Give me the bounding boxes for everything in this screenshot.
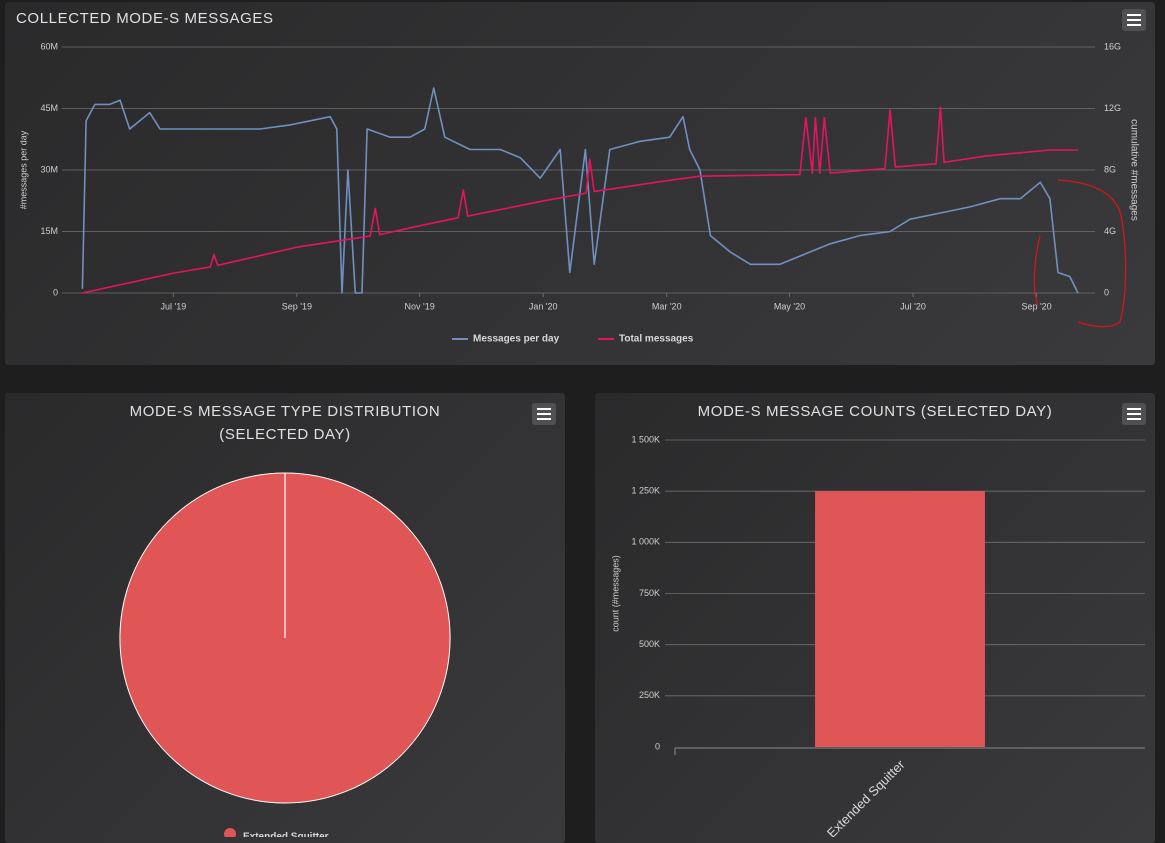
y-tick-label: 1 250K xyxy=(631,486,660,496)
x-tick-label: Jan '20 xyxy=(529,301,558,311)
x-tick-label: Nov '19 xyxy=(405,301,435,311)
series-line xyxy=(82,106,1078,294)
y-tick-label: 750K xyxy=(639,588,660,598)
y-tick-label: 15M xyxy=(40,226,58,236)
legend-label: Extended Squitter xyxy=(243,832,329,837)
y2-tick-label: 0 xyxy=(1104,287,1109,297)
y-tick-label: 0 xyxy=(655,741,660,751)
y-tick-label: 1 000K xyxy=(631,537,660,547)
legend-symbol xyxy=(224,828,236,837)
y2-tick-label: 4G xyxy=(1104,226,1116,236)
y-tick-label: 60M xyxy=(40,41,58,51)
chart-title: MODE-S MESSAGE COUNTS (SELECTED DAY) xyxy=(697,403,1053,420)
hand-annotation xyxy=(1033,179,1127,328)
menu-button[interactable] xyxy=(1122,403,1146,425)
legend-label: Messages per day xyxy=(473,334,560,345)
legend-label: Total messages xyxy=(619,334,694,345)
x-tick-label: Jul '20 xyxy=(900,301,926,311)
y-tick-label: 500K xyxy=(639,639,660,649)
chart-title: MODE-S MESSAGE TYPE DISTRIBUTION (SELECT… xyxy=(129,403,441,443)
y2-tick-label: 12G xyxy=(1104,103,1121,113)
panel xyxy=(5,2,1155,365)
y2-tick-label: 16G xyxy=(1104,41,1121,51)
x-tick-label: Extended Squitter xyxy=(824,756,908,837)
x-tick-label: Sep '19 xyxy=(282,301,312,311)
chart-title: COLLECTED MODE-S MESSAGES xyxy=(16,10,274,27)
y-tick-label: 1 500K xyxy=(631,434,660,444)
x-tick-label: Jul '19 xyxy=(160,301,186,311)
y-tick-label: 30M xyxy=(40,164,58,174)
y-axis-title: #messages per day xyxy=(18,130,28,209)
y-axis-title: count (#messages) xyxy=(610,555,620,632)
x-tick-label: May '20 xyxy=(774,301,805,311)
menu-button[interactable] xyxy=(532,403,556,425)
menu-button[interactable] xyxy=(1122,9,1146,31)
y-tick-label: 0 xyxy=(53,287,58,297)
series-line xyxy=(81,87,1079,294)
y2-tick-label: 8G xyxy=(1104,164,1116,174)
y2-axis-title: cumulative #messages xyxy=(1128,119,1139,221)
y-tick-label: 45M xyxy=(40,103,58,113)
y-tick-label: 250K xyxy=(639,690,660,700)
bar xyxy=(815,491,985,747)
x-tick-label: Mar '20 xyxy=(652,301,682,311)
x-tick-label: Sep '20 xyxy=(1021,301,1051,311)
